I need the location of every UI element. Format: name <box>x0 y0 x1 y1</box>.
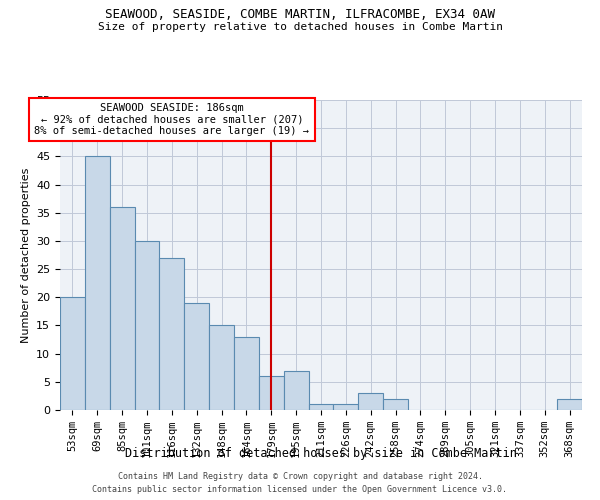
Bar <box>134 241 160 410</box>
Y-axis label: Number of detached properties: Number of detached properties <box>20 168 31 342</box>
Text: SEAWOOD SEASIDE: 186sqm
← 92% of detached houses are smaller (207)
8% of semi-de: SEAWOOD SEASIDE: 186sqm ← 92% of detache… <box>34 103 310 136</box>
Text: Size of property relative to detached houses in Combe Martin: Size of property relative to detached ho… <box>97 22 503 32</box>
Bar <box>234 336 259 410</box>
Text: Distribution of detached houses by size in Combe Martin: Distribution of detached houses by size … <box>125 448 517 460</box>
Bar <box>284 370 308 410</box>
Text: Contains public sector information licensed under the Open Government Licence v3: Contains public sector information licen… <box>92 485 508 494</box>
Bar <box>358 393 383 410</box>
Text: SEAWOOD, SEASIDE, COMBE MARTIN, ILFRACOMBE, EX34 0AW: SEAWOOD, SEASIDE, COMBE MARTIN, ILFRACOM… <box>105 8 495 20</box>
Bar <box>557 398 582 410</box>
Bar <box>259 376 284 410</box>
Bar <box>160 258 184 410</box>
Bar <box>383 398 408 410</box>
Bar <box>334 404 358 410</box>
Bar <box>85 156 110 410</box>
Bar <box>308 404 334 410</box>
Bar <box>110 207 134 410</box>
Bar <box>60 298 85 410</box>
Bar <box>184 303 209 410</box>
Text: Contains HM Land Registry data © Crown copyright and database right 2024.: Contains HM Land Registry data © Crown c… <box>118 472 482 481</box>
Bar <box>209 326 234 410</box>
